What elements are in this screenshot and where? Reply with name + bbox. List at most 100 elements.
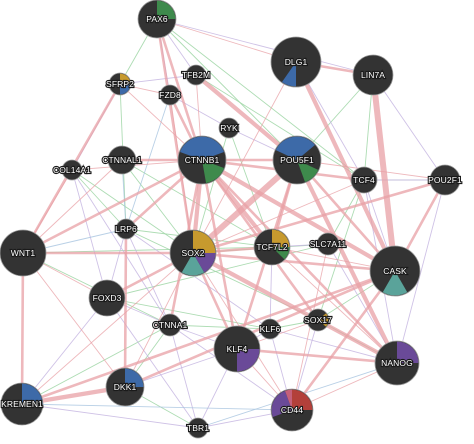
node-kremen1[interactable]: KREMEN1 — [0, 382, 44, 426]
node-cask[interactable]: CASK — [369, 245, 421, 297]
node-pou2f1[interactable]: POU2F1 — [427, 164, 463, 196]
edge-lin7a-pou2f1 — [372, 74, 446, 181]
edge-ctnnb1-cask — [199, 157, 398, 274]
node-label: SFRP2 — [106, 79, 134, 89]
node-circle — [316, 232, 340, 256]
edge-cask-kremen1 — [20, 269, 397, 406]
node-nanog[interactable]: NANOG — [374, 340, 420, 386]
edge-tfb2m-tcf4 — [195, 74, 365, 181]
edge-pou2f1-sox2 — [191, 178, 447, 255]
node-lrp6[interactable]: LRP6 — [114, 218, 138, 240]
node-label: FOXD3 — [93, 293, 122, 303]
node-ctnnb1[interactable]: CTNNB1 — [177, 135, 227, 185]
node-circle — [352, 54, 394, 96]
node-tcf7l2[interactable]: TCF7L2 — [253, 228, 291, 266]
node-slice — [193, 230, 216, 253]
node-slice — [285, 389, 292, 410]
node-circle — [187, 417, 209, 439]
node-slice — [318, 313, 329, 327]
node-circle — [159, 84, 181, 106]
node-label: POU5F1 — [280, 155, 314, 165]
edge-ctnnb1-wnt1 — [21, 158, 204, 255]
node-circle — [350, 166, 378, 194]
node-cd44[interactable]: CD44 — [270, 388, 314, 432]
node-wnt1[interactable]: WNT1 — [0, 229, 47, 277]
node-slice — [237, 349, 260, 372]
edge-pou2f1-nanog — [396, 179, 446, 364]
node-ctnnal1[interactable]: CTNNAL1 — [101, 145, 143, 175]
edge-klf4-nanog — [235, 347, 399, 365]
node-label: KLF4 — [227, 344, 248, 354]
edge-dlg1-sox2 — [192, 61, 297, 254]
node-tbr1[interactable]: TBR1 — [186, 417, 210, 439]
node-label: KLF6 — [260, 324, 281, 334]
node-ctnna1[interactable]: CTNNA1 — [152, 313, 188, 337]
node-slice — [397, 341, 419, 363]
node-dlg1[interactable]: DLG1 — [270, 36, 322, 88]
node-label: LRP6 — [115, 224, 137, 234]
edge-tcf7l2-nanog — [271, 246, 398, 364]
node-label: POU2F1 — [428, 175, 462, 185]
edge-tbr1-kremen1 — [21, 403, 199, 429]
node-tcf4[interactable]: TCF4 — [350, 166, 378, 194]
edge-col14a1-lrp6 — [71, 169, 127, 230]
node-slice — [125, 368, 144, 387]
node-label: CD44 — [281, 405, 303, 415]
node-circle — [218, 117, 240, 139]
node-sox17[interactable]: SOX17 — [303, 308, 333, 332]
edge-wnt1-dkk1 — [22, 252, 126, 388]
node-slice — [120, 73, 131, 84]
node-foxd3[interactable]: FOXD3 — [88, 279, 126, 317]
node-ryk[interactable]: RYK — [218, 117, 240, 139]
node-klf4[interactable]: KLF4 — [213, 325, 261, 373]
node-circle — [107, 145, 137, 175]
node-circle — [88, 279, 126, 317]
node-slice — [275, 136, 315, 160]
node-slc7a11[interactable]: SLC7A11 — [309, 232, 347, 256]
node-label: WNT1 — [11, 248, 36, 258]
node-label: TFB2M — [182, 70, 210, 80]
node-slice — [180, 136, 224, 160]
node-klf6[interactable]: KLF6 — [259, 318, 282, 340]
node-dkk1[interactable]: DKK1 — [105, 367, 145, 407]
edge-foxd3-klf6 — [106, 297, 271, 330]
node-label: SOX17 — [304, 315, 332, 325]
node-slice — [382, 271, 408, 296]
edge-kremen1-sox2 — [21, 252, 194, 405]
node-slice — [292, 389, 313, 410]
node-circle — [259, 318, 281, 340]
node-pax6[interactable]: PAX6 — [137, 0, 177, 39]
node-circle — [429, 164, 461, 196]
node-label: SOX2 — [181, 248, 204, 258]
node-label: CTNNA1 — [153, 320, 188, 330]
edge-pax6-sox2 — [155, 17, 195, 255]
node-label: TBR1 — [187, 423, 209, 433]
node-slice — [193, 253, 216, 273]
edge-col14a1-foxd3 — [71, 169, 108, 299]
node-label: DLG1 — [285, 57, 308, 67]
node-label: PAX6 — [146, 14, 168, 24]
edge-klf6-ctnna1 — [169, 324, 271, 330]
node-slice — [120, 84, 131, 95]
node-slice — [22, 383, 43, 404]
node-sfrp2[interactable]: SFRP2 — [105, 72, 135, 96]
node-slice — [181, 253, 205, 276]
node-slice — [271, 390, 292, 417]
node-circle — [158, 313, 182, 337]
node-col14a1[interactable]: COL14A1 — [52, 159, 92, 181]
edge-ctnna1-tbr1 — [169, 324, 199, 429]
node-label: KREMEN1 — [1, 399, 43, 409]
node-sox2[interactable]: SOX2 — [169, 229, 217, 277]
edge-lin7a-cask — [370, 72, 398, 274]
node-fzd8[interactable]: FZD8 — [158, 84, 182, 106]
node-slice — [157, 0, 176, 19]
node-tfb2m[interactable]: TFB2M — [181, 64, 211, 86]
node-pou5f1[interactable]: POU5F1 — [272, 135, 322, 185]
edge-cd44-kremen1 — [21, 403, 293, 411]
node-circle — [61, 159, 83, 181]
node-circle — [115, 218, 137, 240]
node-label: SLC7A11 — [310, 239, 347, 249]
node-lin7a[interactable]: LIN7A — [352, 54, 394, 96]
